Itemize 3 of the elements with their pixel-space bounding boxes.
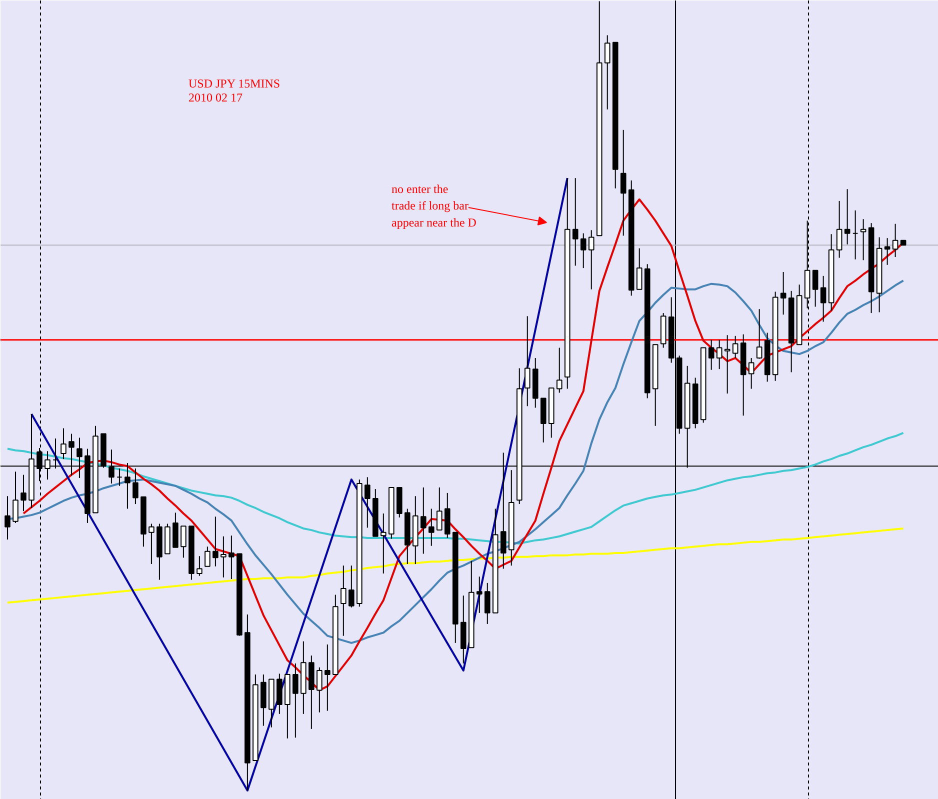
text: USD JPY 15MINS <box>188 76 280 90</box>
annotation: no enter the trade if long bar appear near the D <box>392 182 477 230</box>
text: 2010 02 17 <box>188 90 242 104</box>
